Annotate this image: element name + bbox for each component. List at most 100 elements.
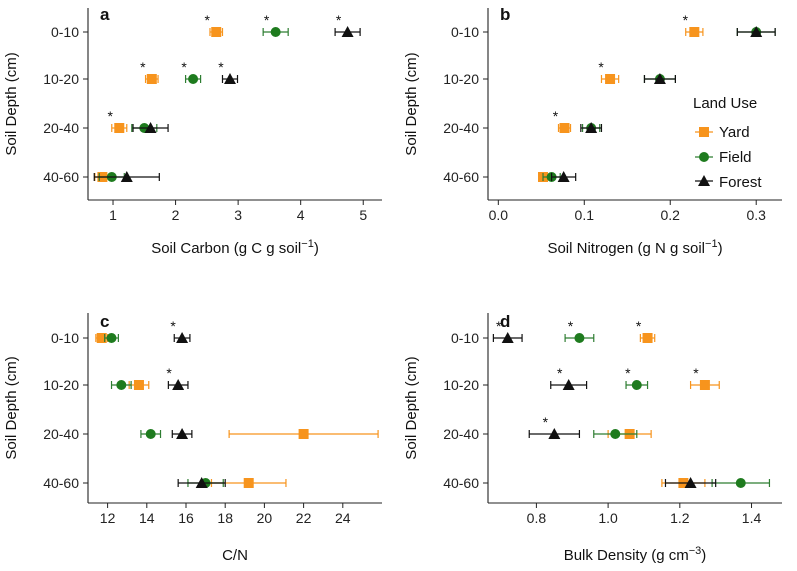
panel-b: 0.0 0.1 0.2 0.3 0-10 10-20 20-40 40-60 b Soil Nit… [403,5,782,257]
y-axis-label: Soil Depth (cm) [3,52,20,155]
point-yard-10-20-significance: * [693,365,699,381]
point-field-20-40 [610,429,621,439]
legend-item-yard: Yard [695,124,750,141]
x-tick-label: 0.0 [489,207,509,223]
y-tick-label: 40-60 [43,475,79,491]
legend-item-field: Field [695,149,752,166]
y-tick-label: 10-20 [443,71,479,87]
point-forest-40-60 [195,477,208,488]
legend-item-forest: Forest [695,174,762,191]
point-forest-10-20 [562,379,575,390]
point-field-40-60 [735,478,746,488]
point-yard-0-10 [96,333,107,343]
legend-field-label: Field [719,149,752,166]
panel-label: a [100,5,110,24]
point-forest-0-10-significance: * [496,318,502,334]
y-tick-label: 10-20 [43,71,79,87]
legend-title: Land Use [693,95,757,112]
x-tick-label: 0.8 [527,510,547,526]
point-yard-0-10 [211,27,222,37]
y-tick-label: 20-40 [443,120,479,136]
panel-c: 12 14 16 18 20 22 24 0-10 10-20 20-40 40-60 c C/N Soi… [3,312,382,564]
legend-yard-label: Yard [719,124,750,141]
x-tick-label: 0.2 [661,207,681,223]
x-axis-label-end: ) [314,240,319,257]
x-tick-label: 3 [234,207,242,223]
point-yard-20-40 [298,429,309,439]
x-axis-label-main: Soil Nitrogen (g N g soil [547,240,705,257]
panel-label: d [500,312,510,331]
y-tick-label: 40-60 [443,169,479,185]
point-forest-20-40 [585,122,598,133]
x-axis-label-sup: −3 [689,545,702,557]
x-axis-label-main: Bulk Density (g cm [564,547,689,564]
x-axis-label-main: Soil Carbon (g C g soil [151,240,301,257]
point-field-20-40 [145,429,156,439]
point-yard-20-40 [559,123,570,133]
x-axis-label-end: ) [718,240,723,257]
point-yard-0-10-significance: * [636,318,642,334]
point-field-0-10-significance: * [568,318,574,334]
point-field-10-20 [116,380,127,390]
point-forest-40-60 [557,171,570,182]
point-forest-10-20 [653,73,666,84]
point-yard-10-20 [605,74,616,84]
y-tick-label: 20-40 [43,426,79,442]
x-axis-label: C/N [222,547,248,564]
x-axis-label: Soil Nitrogen (g N g soil−1) [547,238,722,257]
y-axis-label: Soil Depth (cm) [403,52,420,155]
x-tick-label: 0.1 [575,207,595,223]
point-yard-0-10-significance: * [683,12,689,28]
point-forest-10-20-significance: * [166,365,172,381]
y-axis-label: Soil Depth (cm) [3,356,20,459]
y-tick-label: 20-40 [43,120,79,136]
point-yard-40-60 [243,478,254,488]
point-forest-0-10 [341,26,354,37]
point-yard-10-20-significance: * [598,59,604,75]
point-forest-20-40 [144,122,157,133]
point-field-10-20 [631,380,642,390]
panel-d: 0.8 1.0 1.2 1.4 0-10 10-20 20-40 40-60 d Bulk Den… [403,312,782,564]
point-field-10-20-significance: * [625,365,631,381]
x-tick-label: 22 [296,510,312,526]
point-yard-20-40-significance: * [553,108,559,124]
point-forest-0-10 [176,332,189,343]
y-tick-label: 0-10 [451,24,479,40]
x-axis-label: Soil Carbon (g C g soil−1) [151,238,319,257]
point-yard-10-20 [699,380,710,390]
legend-forest-label: Forest [719,174,762,191]
point-forest-20-40 [176,428,189,439]
panel-label: b [500,5,510,24]
point-yard-0-10-significance: * [205,12,211,28]
x-tick-label: 0.3 [746,207,766,223]
panel-a: 1 2 3 4 5 0-10 10-20 20-40 40-60 a Soil Carbon (g … [3,5,382,257]
x-tick-label: 20 [257,510,273,526]
panel-label: c [100,312,109,331]
point-forest-40-60 [684,477,697,488]
y-tick-label: 10-20 [43,377,79,393]
x-tick-label: 5 [359,207,367,223]
y-tick-label: 10-20 [443,377,479,393]
x-tick-label: 16 [178,510,194,526]
point-field-0-10 [574,333,585,343]
point-forest-0-10 [501,332,514,343]
point-forest-40-60 [120,171,133,182]
point-yard-0-10 [689,27,700,37]
point-field-10-20 [188,74,199,84]
legend-forest-triangle-icon [698,175,710,186]
x-tick-label: 14 [139,510,155,526]
point-forest-20-40-significance: * [543,414,549,430]
x-axis-label: Bulk Density (g cm−3) [564,545,707,564]
x-tick-label: 18 [217,510,233,526]
y-tick-label: 0-10 [51,24,79,40]
point-forest-10-20-significance: * [218,59,224,75]
x-tick-label: 1.0 [598,510,618,526]
x-tick-label: 24 [335,510,351,526]
legend-yard-square-icon [699,127,709,137]
point-field-10-20-significance: * [181,59,187,75]
point-yard-10-20-significance: * [140,59,146,75]
point-forest-10-20 [223,73,236,84]
x-tick-label: 1.4 [742,510,762,526]
